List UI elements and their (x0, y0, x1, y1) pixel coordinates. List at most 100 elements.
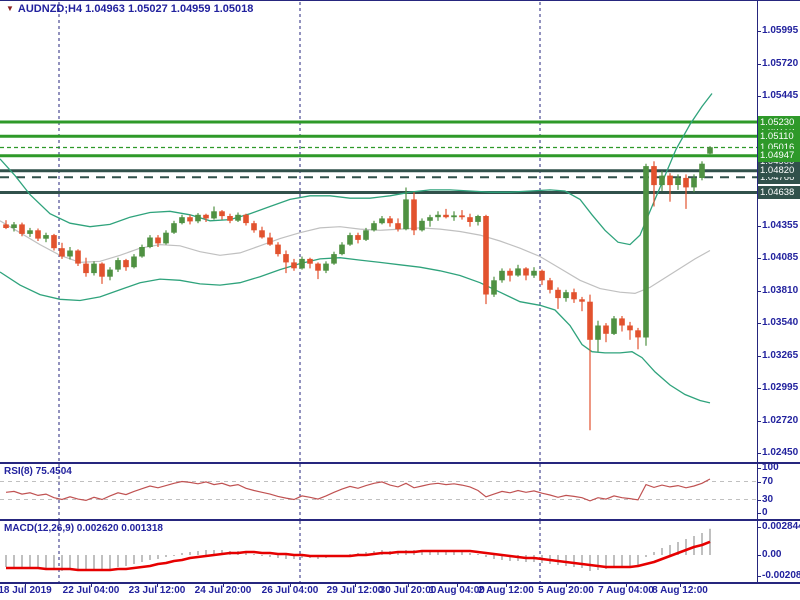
bollinger-middle-band (0, 220, 711, 295)
macd-histogram-bar (213, 550, 215, 555)
macd-histogram-bar (445, 551, 447, 555)
axis-tick (757, 420, 761, 422)
rsi-panel[interactable] (0, 464, 758, 519)
macd-histogram-bar (597, 555, 599, 570)
macd-histogram-bar (125, 555, 127, 566)
candle-body (307, 258, 313, 264)
candle-body (419, 220, 425, 231)
axis-tick (355, 582, 356, 587)
price-axis-label: 1.05445 (762, 90, 799, 102)
axis-tick (757, 258, 761, 260)
candle-body (211, 211, 217, 219)
macd-histogram-bar (637, 555, 639, 565)
candle-body (555, 289, 561, 299)
candle-body (475, 216, 481, 222)
macd-histogram-bar (181, 553, 183, 555)
axis-tick (757, 452, 761, 454)
candle-body (3, 224, 9, 228)
bollinger-upper-band (0, 93, 713, 246)
time-axis-label: 8 Aug 12:00 (652, 585, 708, 596)
candle-body (163, 232, 169, 244)
axis-tick (757, 468, 761, 469)
candle-body (75, 250, 81, 264)
macd-histogram-bar (629, 555, 631, 566)
macd-histogram-bar (349, 554, 351, 555)
candle-body (427, 217, 433, 221)
axis-tick (757, 555, 761, 556)
time-axis-label: 1 Aug 04:00 (429, 585, 485, 596)
macd-histogram-bar (685, 539, 687, 555)
candle-body (363, 230, 369, 240)
macd-histogram-bar (77, 555, 79, 571)
price-axis-label: 1.03265 (762, 349, 799, 361)
axis-tick (25, 582, 26, 587)
macd-histogram-bar (93, 555, 95, 570)
candle-body (435, 214, 441, 218)
macd-histogram-bar (365, 552, 367, 555)
rsi-axis-label: 0 (762, 507, 768, 518)
candle-body (635, 330, 641, 338)
macd-histogram-bar (37, 555, 39, 569)
panel-separator-rsi-macd[interactable] (0, 519, 800, 521)
macd-histogram-bar (669, 545, 671, 555)
candle-body (659, 175, 665, 186)
chart-title: ▼ AUDNZD;H4 1.04963 1.05027 1.04959 1.050… (6, 3, 253, 15)
macd-histogram-bar (509, 555, 511, 561)
macd-histogram-bar (621, 555, 623, 567)
candle-body (411, 199, 417, 231)
candle-body (355, 235, 361, 240)
price-axis-label: 1.03810 (762, 285, 799, 296)
candle-body (531, 270, 537, 276)
price-axis-label: 1.02995 (762, 381, 799, 393)
candle-body (571, 292, 577, 300)
time-axis-label: 22 Jul 04:00 (62, 585, 120, 596)
axis-tick (223, 582, 224, 587)
candle-body (115, 260, 121, 270)
macd-histogram-bar (269, 555, 271, 557)
macd-histogram-bar (45, 555, 47, 569)
candle-body (395, 223, 401, 230)
candle-body (483, 216, 489, 295)
macd-histogram-bar (293, 555, 295, 559)
main-price-chart[interactable] (0, 0, 758, 463)
price-badge: 1.04947 (757, 149, 800, 163)
candle-body (651, 166, 657, 186)
candle-body (603, 325, 609, 334)
macd-histogram-bar (645, 555, 647, 557)
macd-histogram-bar (285, 555, 287, 559)
axis-separator (757, 0, 758, 584)
macd-histogram-bar (149, 555, 151, 560)
candle-body (691, 177, 697, 188)
candle-body (563, 292, 569, 299)
axis-tick (757, 96, 761, 98)
macd-histogram-bar (205, 550, 207, 555)
rsi-axis-label: 30 (762, 493, 774, 505)
macd-histogram-bar (485, 555, 487, 557)
candle-body (27, 230, 33, 234)
axis-tick (680, 582, 681, 587)
axis-tick (566, 582, 567, 587)
panel-separator-main-rsi[interactable] (0, 462, 800, 464)
bollinger-lower-band (0, 257, 711, 404)
macd-histogram-bar (501, 555, 503, 560)
macd-histogram-bar (693, 536, 695, 555)
candle-body (123, 260, 129, 268)
candle-body (299, 258, 305, 269)
candle-body (339, 244, 345, 255)
axis-tick (290, 582, 291, 587)
rsi-line (5, 478, 711, 502)
axis-tick (757, 481, 761, 483)
candle-body (371, 223, 377, 231)
candle-body (251, 223, 257, 231)
macd-panel[interactable] (0, 521, 758, 582)
time-axis-label: 30 Jul 20:00 (379, 585, 437, 596)
macd-histogram-bar (173, 555, 175, 556)
symbol-dropdown-icon[interactable]: ▼ (6, 4, 14, 13)
candle-body (323, 263, 329, 271)
macd-histogram-bar (5, 555, 7, 567)
axis-tick (757, 355, 761, 357)
macd-histogram-bar (421, 551, 423, 555)
axis-tick (457, 582, 458, 587)
candle-body (67, 250, 73, 257)
